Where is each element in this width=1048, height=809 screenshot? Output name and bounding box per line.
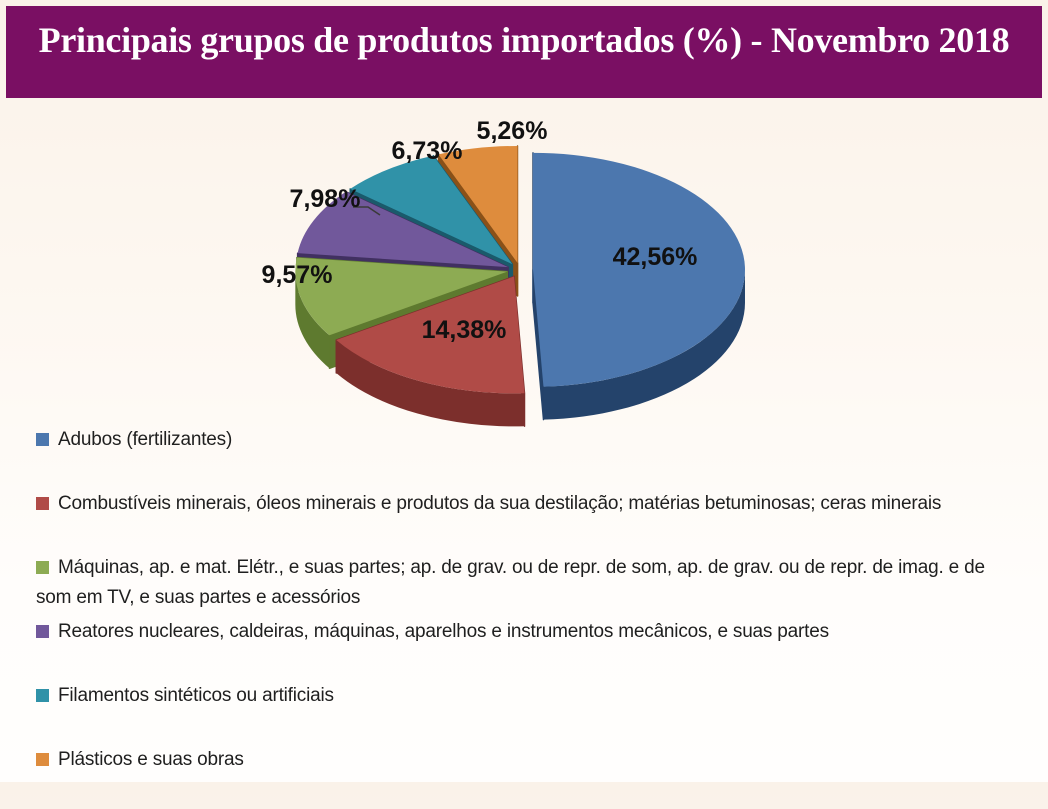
legend-label: Combustíveis minerais, óleos minerais e …: [58, 493, 942, 514]
legend-item: Filamentos sintéticos ou artificiais: [36, 681, 1002, 745]
pie-percentage-label: 6,73%: [392, 137, 463, 165]
legend-item: Plásticos e suas obras: [36, 745, 1002, 809]
legend-item: Reatores nucleares, caldeiras, máquinas,…: [36, 617, 1002, 681]
pie-slice: [336, 276, 525, 394]
legend-label: Filamentos sintéticos ou artificiais: [58, 685, 334, 706]
pie-slice: [532, 152, 745, 387]
pie-slice: [295, 257, 508, 336]
pie-slice: [350, 155, 513, 265]
legend-swatch: [36, 625, 49, 638]
pie-slice-side: [295, 271, 330, 369]
pie-slice-side: [336, 340, 525, 427]
pie-percentage-label: 5,26%: [477, 117, 548, 145]
legend-swatch: [36, 433, 49, 446]
pie-percentage-label: 9,57%: [262, 261, 333, 289]
pie-label-leader-line: [353, 206, 381, 216]
legend-swatch: [36, 497, 49, 510]
legend-label: Reatores nucleares, caldeiras, máquinas,…: [58, 621, 829, 642]
page: { "header": { "title": "Principais grupo…: [0, 0, 1048, 782]
legend-swatch: [36, 689, 49, 702]
legend-item: Adubos (fertilizantes): [36, 425, 1002, 489]
chart-legend: Adubos (fertilizantes) Combustíveis miner…: [36, 425, 1002, 809]
legend-swatch: [36, 561, 49, 574]
pie-percentage-label: 14,38%: [422, 316, 507, 344]
chart-area: 42,56% 14,38% 9,57% 7,98% 6,73% 5,26%: [0, 96, 1048, 442]
title-banner: Principais grupos de produtos importados…: [6, 6, 1042, 98]
legend-swatch: [36, 753, 49, 766]
legend-item: Máquinas, ap. e mat. Elétr., e suas part…: [36, 553, 1002, 617]
pie-percentage-label: 42,56%: [613, 243, 698, 271]
legend-label: Máquinas, ap. e mat. Elétr., e suas part…: [36, 557, 985, 608]
legend-item: Combustíveis minerais, óleos minerais e …: [36, 489, 1002, 553]
pie-slice: [438, 145, 518, 263]
page-title: Principais grupos de produtos importados…: [38, 20, 1010, 60]
pie-slice-side: [543, 269, 745, 420]
legend-label: Adubos (fertilizantes): [58, 429, 233, 450]
pie-chart: 42,56% 14,38% 9,57% 7,98% 6,73% 5,26%: [262, 117, 745, 427]
legend-label: Plásticos e suas obras: [58, 749, 244, 770]
pie-percentage-label: 7,98%: [290, 185, 361, 213]
pie-slice: [297, 191, 509, 268]
